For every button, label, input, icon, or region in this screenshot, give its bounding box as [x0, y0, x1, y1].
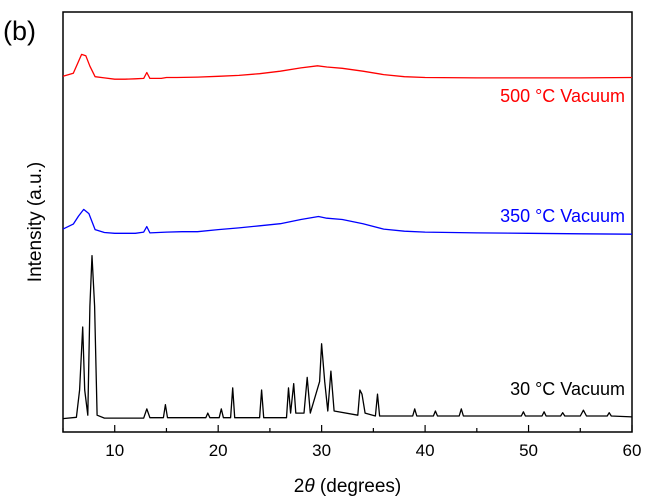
x-axis-label-prefix: 2 — [294, 476, 305, 497]
series-label-500C: 500 °C Vacuum — [500, 86, 625, 106]
x-tick-label: 50 — [519, 441, 538, 460]
x-tick-label: 60 — [623, 441, 642, 460]
series-line-2 — [62, 254, 633, 420]
y-axis-label: Intensity (a.u.) — [25, 162, 46, 282]
x-tick-label: 20 — [209, 441, 228, 460]
plot-frame — [62, 11, 633, 433]
x-axis-label: 2θ (degrees) — [294, 476, 402, 497]
x-tick-label: 40 — [416, 441, 435, 460]
panel-label: (b) — [3, 16, 36, 46]
x-tick-label: 10 — [105, 441, 124, 460]
x-axis-label-suffix: (degrees) — [315, 476, 402, 497]
series-line-0 — [62, 53, 633, 80]
series-label-350C: 350 °C Vacuum — [500, 206, 625, 226]
x-axis-label-symbol: θ — [304, 476, 315, 497]
series-layer — [62, 53, 633, 420]
series-line-1 — [62, 208, 633, 235]
x-tick-label: 30 — [312, 441, 331, 460]
series-label-30C: 30 °C Vacuum — [510, 379, 625, 399]
x-axis-ticks: 10 20 30 40 50 60 — [62, 425, 642, 460]
